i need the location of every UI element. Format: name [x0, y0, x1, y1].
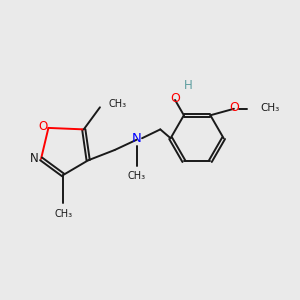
Text: CH₃: CH₃: [108, 99, 126, 109]
Text: O: O: [229, 101, 239, 114]
Text: O: O: [170, 92, 180, 105]
Text: N: N: [132, 132, 142, 145]
Text: O: O: [38, 120, 48, 133]
Text: H: H: [184, 79, 193, 92]
Text: CH₃: CH₃: [260, 103, 280, 113]
Text: CH₃: CH₃: [54, 209, 72, 220]
Text: CH₃: CH₃: [128, 172, 146, 182]
Text: N: N: [30, 152, 39, 165]
